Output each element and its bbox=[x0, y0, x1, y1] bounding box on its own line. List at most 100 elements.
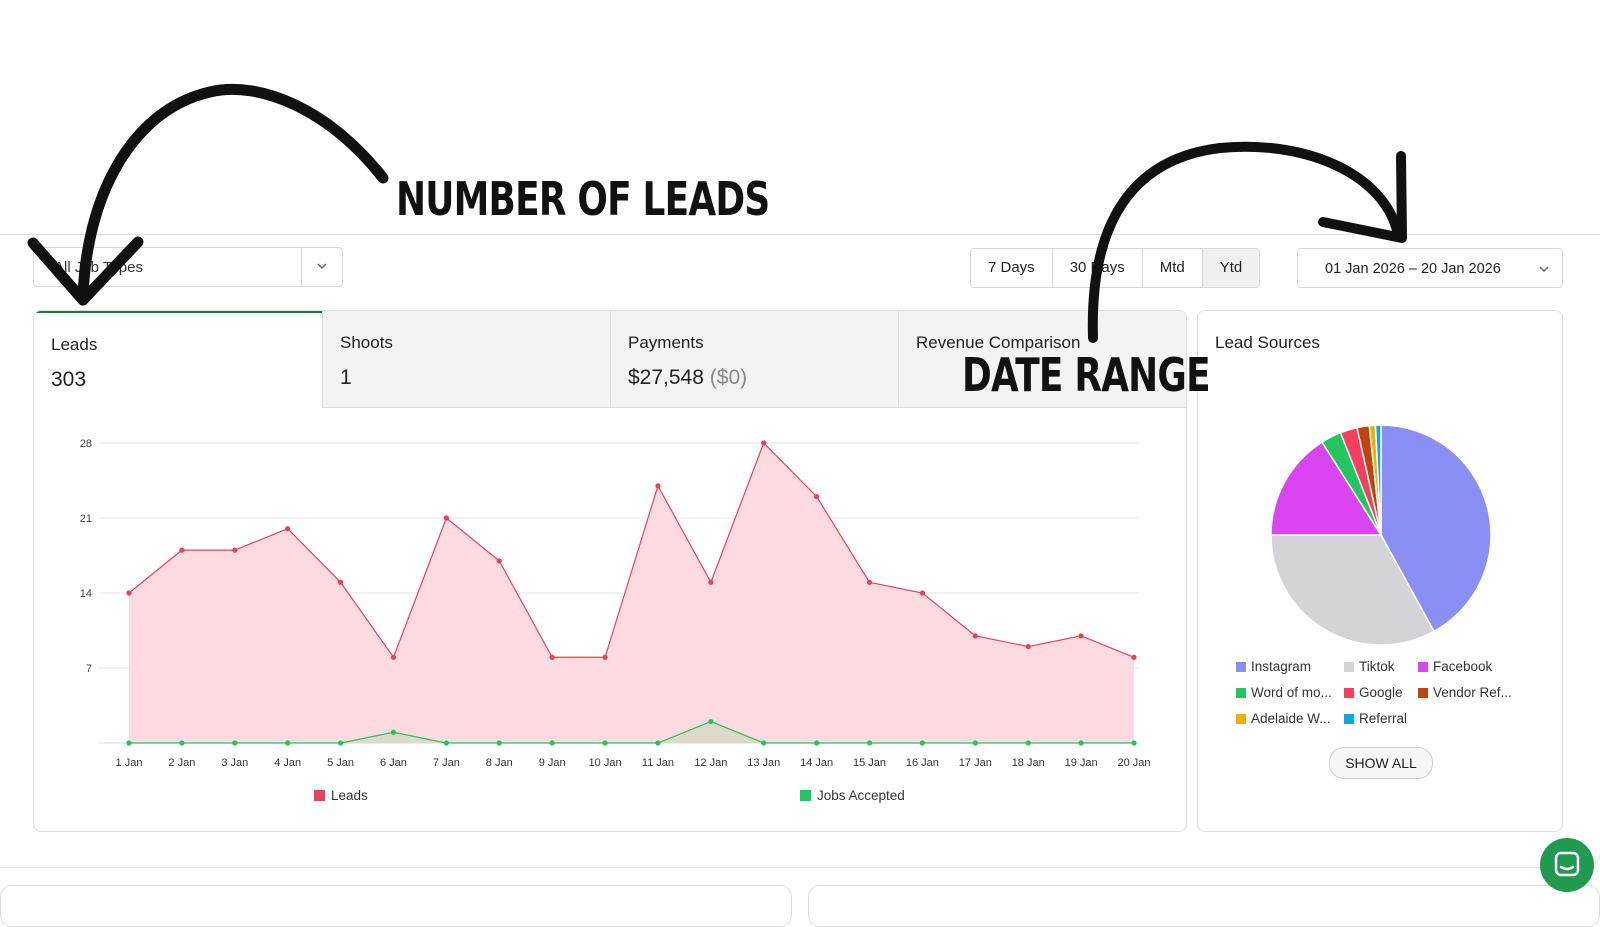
legend-swatch bbox=[800, 790, 811, 801]
legend-label: Leads bbox=[331, 788, 368, 803]
series-line-jobs-accepted bbox=[129, 720, 1134, 744]
legend-item[interactable]: Adelaide W... bbox=[1236, 711, 1331, 726]
job-types-select[interactable]: All Job Types bbox=[33, 247, 343, 287]
select-divider bbox=[301, 248, 302, 286]
tab-payments[interactable]: Payments $27,548 ($0) bbox=[610, 311, 898, 408]
lead-sources-title: Lead Sources bbox=[1215, 333, 1320, 352]
x-tick-label: 4 Jan bbox=[274, 757, 301, 769]
x-tick-label: 7 Jan bbox=[433, 757, 460, 769]
legend-item[interactable]: Word of mo... bbox=[1236, 685, 1332, 700]
data-point bbox=[179, 547, 185, 553]
legend-label: Referral bbox=[1359, 711, 1408, 726]
data-point bbox=[708, 718, 714, 725]
chat-icon bbox=[1554, 851, 1580, 877]
data-point bbox=[126, 590, 132, 596]
data-point bbox=[761, 740, 767, 746]
y-tick-label: 21 bbox=[80, 513, 92, 525]
data-point bbox=[814, 493, 820, 500]
data-point bbox=[549, 654, 555, 660]
number-of-leads-annotation: NUMBER OF LEADS bbox=[396, 172, 770, 226]
range-mtd[interactable]: Mtd bbox=[1142, 249, 1203, 287]
range-ytd[interactable]: Ytd bbox=[1202, 249, 1260, 287]
data-point bbox=[919, 740, 926, 746]
metric-tabs: Leads 303 Shoots 1 Payments $27,548 ($0)… bbox=[34, 311, 1186, 408]
data-point bbox=[919, 590, 926, 596]
data-point bbox=[1025, 740, 1031, 746]
tab-payments-values: $27,548 ($0) bbox=[628, 366, 747, 390]
show-all-button[interactable]: SHOW ALL bbox=[1329, 747, 1433, 779]
data-point bbox=[179, 740, 185, 746]
legend-swatch bbox=[1236, 688, 1246, 698]
data-point bbox=[232, 547, 238, 553]
tab-leads[interactable]: Leads 303 bbox=[34, 311, 322, 408]
date-range-value: 01 Jan 2026 – 20 Jan 2026 bbox=[1325, 261, 1501, 277]
series-line-leads bbox=[128, 441, 1135, 659]
data-point bbox=[761, 440, 767, 446]
data-point bbox=[602, 740, 608, 746]
legend-item[interactable]: Facebook bbox=[1418, 659, 1492, 674]
data-point bbox=[443, 740, 449, 746]
x-tick-label: 16 Jan bbox=[906, 757, 939, 769]
legend-swatch bbox=[1344, 662, 1354, 672]
data-point bbox=[126, 740, 132, 746]
tab-shoots[interactable]: Shoots 1 bbox=[322, 311, 610, 408]
legend-swatch bbox=[1418, 662, 1428, 672]
bottom-card-right bbox=[808, 885, 1600, 927]
legend-label: Google bbox=[1359, 685, 1403, 700]
legend-swatch bbox=[1236, 662, 1246, 672]
legend-label: Facebook bbox=[1433, 659, 1493, 674]
data-point bbox=[655, 740, 661, 746]
x-tick-label: 18 Jan bbox=[1012, 757, 1045, 769]
x-tick-label: 1 Jan bbox=[116, 757, 143, 769]
data-point bbox=[496, 558, 502, 564]
chevron-down-icon bbox=[1539, 266, 1549, 273]
x-tick-label: 9 Jan bbox=[539, 757, 566, 769]
legend-item[interactable]: Vendor Ref... bbox=[1418, 685, 1512, 700]
x-tick-label: 14 Jan bbox=[800, 757, 833, 769]
y-tick-label: 14 bbox=[80, 588, 92, 600]
leads-area-chart: 7 14 21 28 1 Jan 2 Jan 3 Jan 4 Jan 5 Jan 6 Jan 7 J… bbox=[80, 438, 1151, 803]
legend-item[interactable]: Tiktok bbox=[1344, 659, 1395, 674]
data-point bbox=[285, 740, 291, 746]
data-point bbox=[1078, 633, 1084, 639]
data-point bbox=[1131, 654, 1137, 660]
legend-label: Adelaide W... bbox=[1251, 711, 1331, 726]
chat-launcher-button[interactable] bbox=[1540, 838, 1594, 892]
data-point bbox=[1131, 740, 1137, 746]
range-30-days[interactable]: 30 Days bbox=[1052, 249, 1143, 287]
data-point bbox=[443, 515, 449, 521]
data-point bbox=[1025, 643, 1031, 650]
tab-payments-extra: ($0) bbox=[709, 366, 748, 389]
data-point bbox=[1078, 740, 1084, 746]
tab-revenue-comparison[interactable]: Revenue Comparison bbox=[898, 311, 1186, 408]
series-area-jobs-accepted bbox=[129, 721, 1134, 743]
data-point bbox=[285, 526, 291, 532]
data-point bbox=[972, 633, 978, 639]
lead-sources-card: Lead Sources Instagram Tiktok Facebook Word… bbox=[1197, 310, 1563, 832]
data-point bbox=[866, 740, 873, 746]
legend-swatch bbox=[314, 790, 325, 801]
x-tick-label: 15 Jan bbox=[853, 757, 886, 769]
legend-item[interactable]: Google bbox=[1344, 685, 1403, 700]
legend-label: Tiktok bbox=[1359, 659, 1395, 674]
legend-swatch bbox=[1236, 714, 1246, 724]
legend-item[interactable]: Referral bbox=[1344, 711, 1407, 726]
pie-slice-instagram bbox=[1380, 424, 1492, 633]
tab-leads-label: Leads bbox=[51, 335, 98, 354]
x-tick-label: 3 Jan bbox=[221, 757, 248, 769]
legend-swatch bbox=[1418, 688, 1428, 698]
range-7-days[interactable]: 7 Days bbox=[971, 249, 1053, 287]
legend-swatch bbox=[1344, 688, 1354, 698]
x-tick-label: 12 Jan bbox=[694, 757, 727, 769]
range-buttons: 7 Days 30 Days Mtd Ytd bbox=[970, 248, 1261, 288]
data-point bbox=[549, 740, 555, 746]
date-range-picker[interactable]: 01 Jan 2026 – 20 Jan 2026 bbox=[1297, 248, 1563, 288]
data-point bbox=[972, 740, 978, 746]
x-tick-label: 10 Jan bbox=[589, 757, 622, 769]
x-tick-label: 17 Jan bbox=[959, 757, 992, 769]
tab-shoots-value: 1 bbox=[340, 366, 352, 389]
y-tick-label: 7 bbox=[86, 663, 92, 675]
pie-slice-referral bbox=[1374, 424, 1382, 536]
legend-item[interactable]: Instagram bbox=[1236, 659, 1311, 674]
legend-label: Instagram bbox=[1251, 659, 1312, 674]
